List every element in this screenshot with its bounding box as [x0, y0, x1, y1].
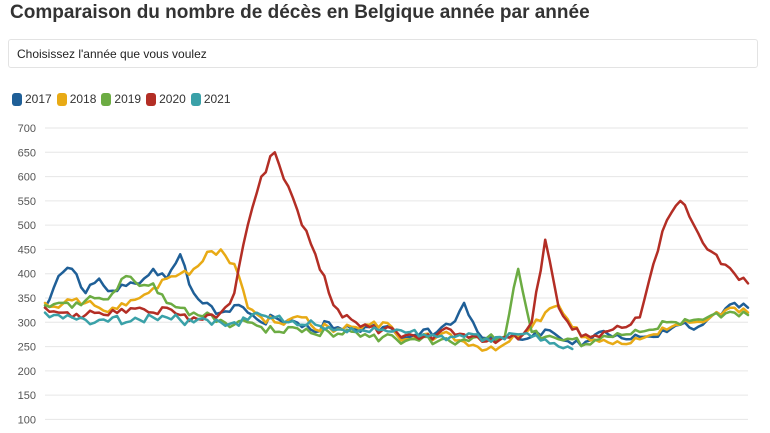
year-select[interactable]: Choisissez l'année que vous voulez: [8, 39, 758, 68]
series-line-2018[interactable]: [43, 248, 750, 352]
legend-label-2017: 2017: [25, 92, 52, 106]
legend-label-2019: 2019: [114, 92, 142, 106]
y-tick-label-450: 450: [18, 244, 36, 256]
legend-swatch-2017: [12, 92, 22, 106]
y-tick-label-300: 300: [18, 317, 36, 329]
grid-layer: [45, 127, 748, 420]
legend-swatch-2019: [101, 92, 112, 106]
series-line-2020[interactable]: [43, 151, 750, 345]
y-tick-label-650: 650: [18, 147, 36, 159]
y-tick-label-500: 500: [18, 220, 36, 232]
y-tick-label-550: 550: [18, 196, 36, 208]
series-line-2019[interactable]: [43, 267, 750, 348]
y-tick-label-150: 150: [18, 390, 36, 402]
legend-item-2021[interactable]: 2021: [190, 92, 231, 106]
y-tick-label-100: 100: [18, 414, 36, 426]
legend-item-2018[interactable]: 2018: [56, 92, 97, 106]
y-tick-label-600: 600: [18, 172, 36, 184]
series-line-2021[interactable]: [43, 311, 574, 351]
legend-label-2020: 2020: [159, 92, 186, 106]
legend-label-2018: 2018: [69, 92, 97, 106]
legend-item-2019[interactable]: 2019: [101, 92, 141, 106]
legend-swatch-2020: [146, 92, 157, 106]
y-axis: 5010015020025030035040045050055060065070…: [18, 123, 36, 426]
y-tick-label-350: 350: [18, 293, 36, 305]
y-tick-label-700: 700: [18, 123, 36, 135]
legend: 2017 2018 2019 2020 2021: [12, 91, 236, 107]
y-tick-label-400: 400: [18, 269, 36, 281]
legend-item-2020[interactable]: 2020: [146, 92, 186, 106]
chart-title: Comparaison du nombre de décès en Belgiq…: [10, 2, 590, 23]
series-layer: [43, 151, 750, 352]
legend-item-2017[interactable]: 2017: [12, 92, 52, 106]
year-select-placeholder: Choisissez l'année que vous voulez: [17, 47, 207, 61]
y-tick-label-250: 250: [18, 342, 36, 354]
y-tick-label-200: 200: [18, 366, 36, 378]
legend-swatch-2018: [56, 92, 67, 106]
legend-swatch-2021: [190, 92, 201, 106]
legend-label-2021: 2021: [203, 92, 231, 106]
